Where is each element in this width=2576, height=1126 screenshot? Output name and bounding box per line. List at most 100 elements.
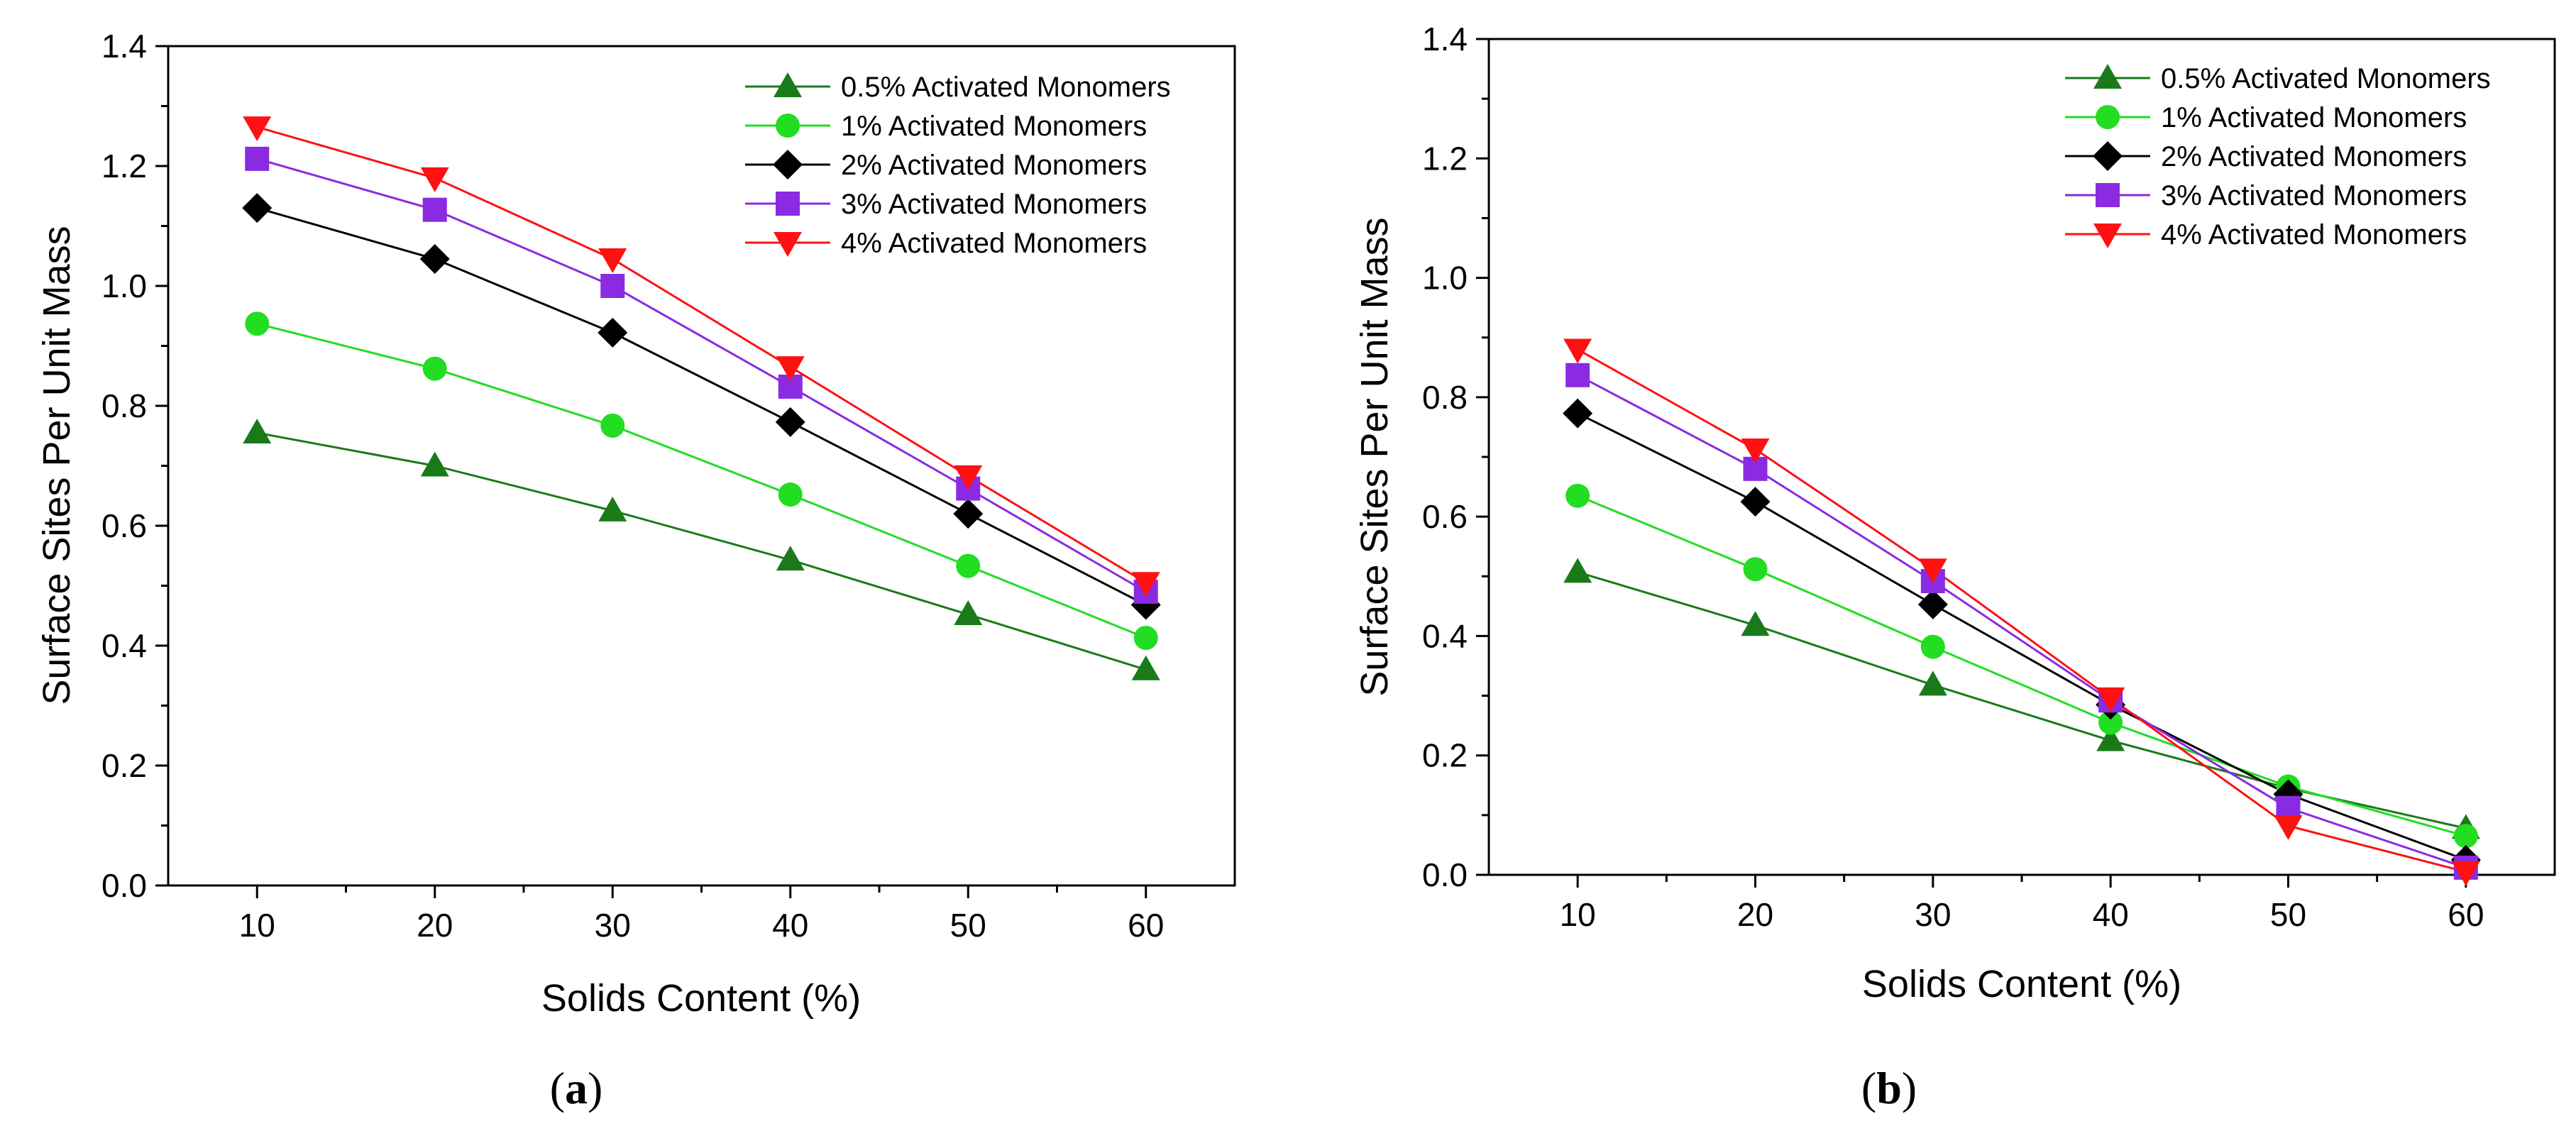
data-point (598, 317, 628, 348)
data-point (954, 465, 983, 490)
x-tick-label: 20 (1737, 896, 1773, 933)
data-point (778, 482, 803, 507)
y-tick-label: 0.8 (101, 387, 147, 424)
data-point (2098, 710, 2123, 735)
legend-label: 3% Activated Monomers (841, 189, 1147, 220)
data-point (422, 356, 447, 381)
legend-label: 0.5% Activated Monomers (2161, 63, 2491, 94)
y-tick-label: 1.4 (101, 28, 147, 65)
legend: 0.5% Activated Monomers 1% Activated Mono… (2065, 63, 2491, 250)
data-point (1918, 670, 1947, 696)
legend-label: 0.5% Activated Monomers (841, 72, 1171, 103)
data-point (2096, 687, 2125, 712)
data-point (956, 553, 981, 578)
legend-marker (2096, 183, 2120, 207)
y-tick-label: 0.4 (101, 627, 147, 664)
data-point (2274, 815, 2303, 841)
legend-label: 3% Activated Monomers (2161, 180, 2467, 211)
panel-label-a: (a) (550, 1063, 603, 1113)
data-point (242, 193, 273, 223)
y-tick-label: 0.2 (1422, 737, 1468, 774)
legend-marker (2093, 223, 2122, 248)
legend-marker (774, 72, 802, 97)
data-point (1133, 626, 1158, 651)
x-tick-label: 50 (950, 907, 986, 944)
data-point (420, 451, 449, 477)
data-point (598, 496, 627, 521)
axis-ticks: 0.0 0.2 0.4 0.6 0.8 1.0 1.2 1.4 10 20 30 40 50 60 (101, 28, 1164, 944)
legend-marker (774, 232, 802, 257)
y-tick-label: 0.0 (1422, 856, 1468, 893)
data-point (1565, 483, 1590, 508)
x-tick-label: 40 (2093, 896, 2129, 933)
data-point (1917, 589, 1948, 619)
data-point (598, 248, 627, 273)
y-tick-label: 1.4 (1422, 21, 1468, 57)
axis-ticks: 0.0 0.2 0.4 0.6 0.8 1.0 1.2 1.4 10 20 30 40 50 60 (1422, 21, 2484, 933)
series-line (256, 206, 1147, 606)
data-point (245, 311, 270, 336)
legend: 0.5% Activated Monomers 1% Activated Mono… (745, 72, 1171, 259)
data-point (1563, 558, 1592, 583)
data-point (2096, 726, 2125, 751)
legend-label: 1% Activated Monomers (841, 111, 1147, 142)
data-point (776, 546, 805, 571)
x-tick-label: 60 (2448, 896, 2484, 933)
series-line (1577, 570, 2467, 829)
legend-label: 2% Activated Monomers (841, 150, 1147, 181)
data-point (2453, 824, 2478, 849)
x-tick-label: 30 (595, 907, 631, 944)
x-tick-label: 30 (1915, 896, 1951, 933)
data-point (953, 499, 984, 529)
y-tick-label: 1.2 (1422, 140, 1468, 177)
series-line (256, 158, 1147, 593)
data-point (1563, 398, 1593, 429)
x-axis-title: Solids Content (%) (1862, 963, 2181, 1005)
chart-panel-b: 0.0 0.2 0.4 0.6 0.8 1.0 1.2 1.4 10 20 30 40 50 60 0.5… (1353, 21, 2556, 1113)
y-tick-label: 1.2 (101, 148, 147, 184)
data-point (1740, 487, 1771, 517)
data-point (954, 600, 983, 626)
x-tick-label: 50 (2270, 896, 2306, 933)
x-tick-label: 10 (1560, 896, 1596, 933)
x-tick-label: 20 (417, 907, 453, 944)
legend-marker (776, 192, 800, 216)
series-line (1577, 374, 2467, 869)
y-axis-title: Surface Sites Per Unit Mass (35, 226, 78, 705)
x-tick-label: 40 (772, 907, 808, 944)
data-point (243, 116, 272, 142)
data-point (1565, 363, 1590, 387)
panel-label-b: (b) (1861, 1063, 1917, 1113)
data-point (1741, 611, 1770, 636)
series-line (256, 431, 1147, 671)
series-line (256, 126, 1147, 584)
series-layer (242, 116, 1161, 680)
x-tick-label: 10 (239, 907, 275, 944)
legend-label: 4% Activated Monomers (2161, 219, 2467, 250)
data-point (1131, 655, 1160, 680)
legend-marker (2096, 105, 2120, 129)
data-point (243, 419, 272, 444)
x-axis-title: Solids Content (%) (541, 977, 861, 1020)
legend-marker (776, 114, 800, 138)
data-point (600, 413, 625, 438)
series-line (1577, 495, 2467, 837)
data-point (245, 146, 270, 171)
series-line (1577, 412, 2467, 861)
y-tick-label: 0.2 (101, 747, 147, 784)
x-tick-label: 60 (1128, 907, 1164, 944)
y-axis-title: Surface Sites Per Unit Mass (1353, 217, 1396, 696)
data-point (2451, 861, 2480, 886)
series-layer (1563, 338, 2481, 886)
y-tick-label: 1.0 (1422, 260, 1468, 297)
data-point (420, 167, 449, 192)
y-tick-label: 0.8 (1422, 379, 1468, 416)
y-tick-label: 0.4 (1422, 617, 1468, 654)
legend-label: 4% Activated Monomers (841, 228, 1147, 259)
legend-label: 1% Activated Monomers (2161, 102, 2467, 133)
data-point (776, 356, 805, 382)
legend-label: 2% Activated Monomers (2161, 141, 2467, 172)
data-point (1563, 338, 1592, 364)
y-tick-label: 0.0 (101, 867, 147, 904)
